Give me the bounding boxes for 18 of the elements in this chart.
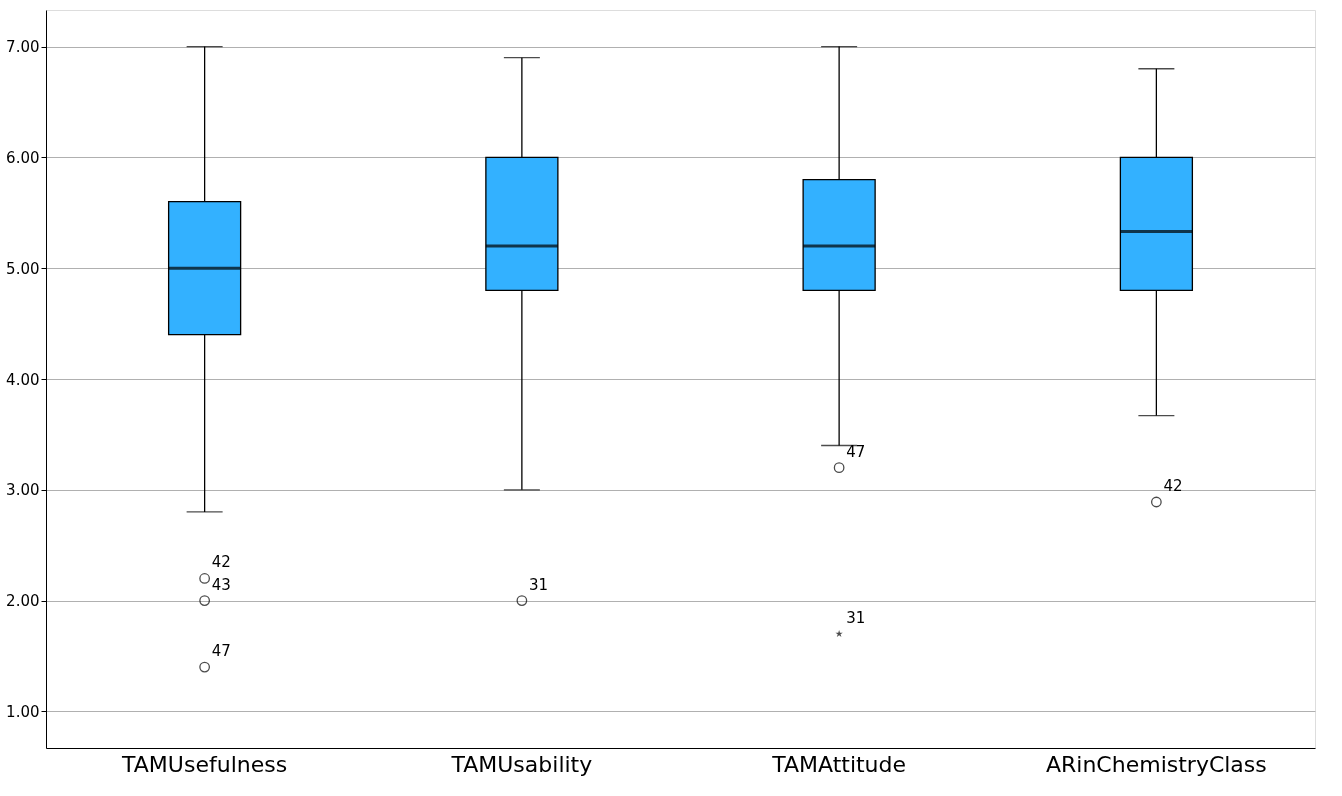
annotation: 42 <box>211 553 231 572</box>
x-tick-label: TAMUsefulness <box>121 751 288 777</box>
annotation: 42 <box>1163 477 1183 495</box>
annotation: 47 <box>846 442 866 461</box>
annotation: 43 <box>211 575 231 594</box>
x-tick-label: TAMUsability <box>450 751 593 777</box>
annotation: 31 <box>528 575 548 594</box>
y-tick-label: 5.00 <box>6 259 40 278</box>
y-tick-label: 2.00 <box>6 592 40 611</box>
annotation: 47 <box>211 642 231 661</box>
y-tick-label: 3.00 <box>6 481 40 500</box>
y-tick-label: 7.00 <box>6 38 40 57</box>
x-tick-label: ARinChemistryClass <box>1045 751 1267 777</box>
y-tick-label: 6.00 <box>6 148 40 167</box>
x-tick-label: TAMAttitude <box>771 751 907 777</box>
annotation: 31 <box>846 608 866 627</box>
y-tick-label: 1.00 <box>6 702 40 721</box>
y-tick-label: 4.00 <box>6 370 40 389</box>
